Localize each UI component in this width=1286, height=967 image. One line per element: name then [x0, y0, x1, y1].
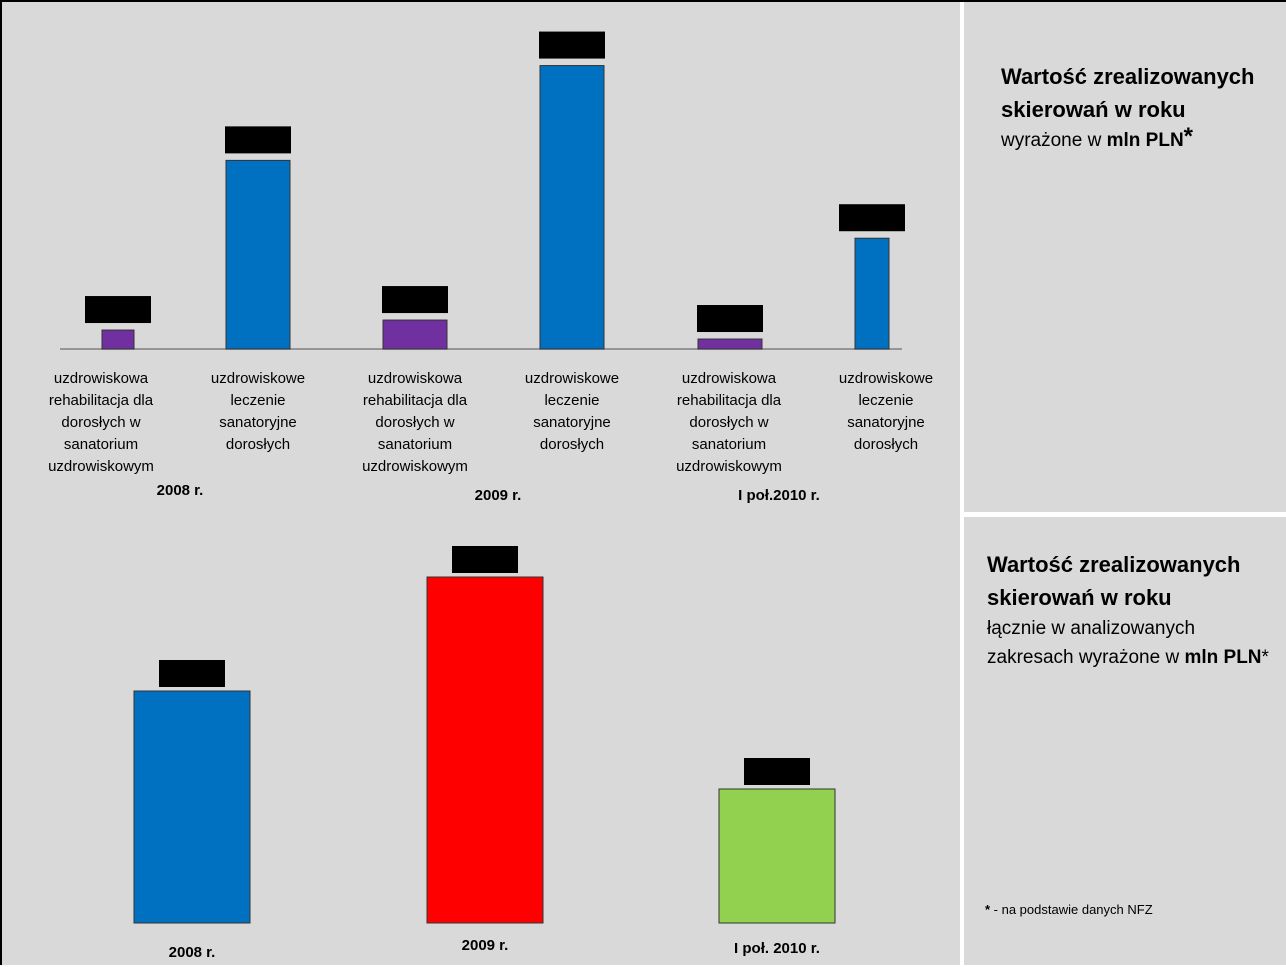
top-chart-bar — [854, 237, 890, 350]
vertical-divider — [960, 2, 964, 967]
top-chart-category-label: uzdrowiskowa rehabilitacja dla dorosłych… — [48, 370, 154, 475]
panel-bottom-title: Wartość zrealizowanych skierowań w roku — [987, 552, 1241, 610]
top-chart-group-label: 2009 r. — [474, 487, 522, 504]
top-chart-bar — [539, 65, 605, 350]
panel-bottom-subtitle: łącznie w analizowanych zakresach wyrażo… — [987, 614, 1277, 672]
top-chart-group-label: 2008 r. — [156, 482, 204, 499]
top-chart-category-label: uzdrowiskowa rehabilitacja dla dorosłych… — [362, 370, 468, 475]
bottom-chart-category-label: 2008 r. — [168, 944, 216, 961]
bottom-chart-bar — [426, 576, 544, 924]
top-chart-category-label: uzdrowiskowa rehabilitacja dla dorosłych… — [676, 370, 782, 475]
top-chart-group-label: I poł.2010 r. — [738, 487, 820, 504]
footnote-text: - na podstawie danych NFZ — [990, 902, 1153, 917]
top-chart-data-label — [85, 296, 151, 324]
panel-top-caption: Wartość zrealizowanych skierowań w roku … — [1001, 60, 1271, 155]
panel-top-unit: mln PLN — [1106, 130, 1184, 151]
top-chart-bar — [697, 338, 763, 350]
top-chart-category-label: uzdrowiskowe leczenie sanatoryjne dorosł… — [524, 370, 620, 453]
bottom-chart-bar — [718, 788, 836, 924]
top-chart-data-label — [539, 31, 605, 59]
panel-bottom-star: * — [1261, 647, 1269, 668]
top-chart-data-label — [382, 286, 448, 314]
bottom-chart-category-label: I poł. 2010 r. — [734, 940, 820, 957]
top-chart-data-label — [697, 305, 763, 333]
bottom-chart-data-label — [452, 546, 518, 573]
chart-top — [60, 31, 905, 350]
top-chart-category-label: uzdrowiskowe leczenie sanatoryjne dorosł… — [838, 370, 934, 453]
panel-bottom-unit: mln PLN — [1184, 647, 1262, 668]
chart-bottom — [133, 546, 836, 924]
bottom-chart-data-label — [744, 758, 810, 785]
horizontal-divider — [962, 512, 1286, 517]
panel-top-subtitle-text: wyrażone w — [1001, 130, 1107, 151]
panel-bottom-caption: Wartość zrealizowanych skierowań w roku … — [987, 548, 1277, 672]
footnote-star: * — [985, 902, 991, 917]
top-chart-bar — [382, 319, 448, 350]
top-chart-data-label — [839, 204, 905, 232]
footnote: * - na podstawie danych NFZ — [985, 902, 1153, 917]
panel-top-star: * — [1183, 123, 1194, 150]
panel-bottom-subtitle-text: łącznie w analizowanych zakresach wyrażo… — [987, 618, 1196, 668]
top-chart-data-label — [225, 126, 291, 154]
top-chart-category-label: uzdrowiskowe leczenie sanatoryjne dorosł… — [210, 370, 306, 453]
bottom-chart-bar — [133, 690, 251, 924]
top-chart-bar — [101, 329, 135, 350]
bottom-chart-category-label: 2009 r. — [461, 937, 509, 954]
panel-top-title: Wartość zrealizowanych skierowań w roku — [1001, 64, 1255, 122]
panel-top-subtitle: wyrażone w mln PLN* — [1001, 123, 1271, 155]
bottom-chart-data-label — [159, 660, 225, 687]
top-chart-bar — [225, 159, 291, 350]
